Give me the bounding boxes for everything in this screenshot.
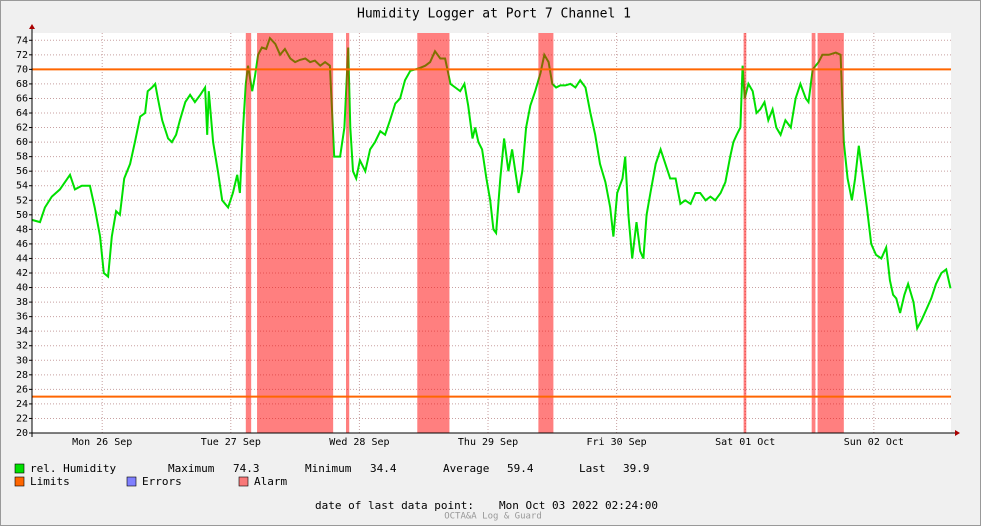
y-tick-label: 26 [16, 384, 28, 395]
alarm-band [346, 33, 350, 433]
y-tick-label: 64 [16, 108, 28, 119]
legend-swatch [14, 476, 25, 487]
chart-title: Humidity Logger at Port 7 Channel 1 [357, 7, 631, 22]
y-tick-label: 66 [16, 93, 28, 104]
y-tick-label: 68 [16, 79, 28, 90]
legend-swatch [14, 463, 25, 474]
stat-value: 39.9 [623, 462, 650, 475]
y-tick-label: 74 [16, 35, 28, 46]
stat-label: Maximum [168, 462, 215, 475]
stat-label: Minimum [305, 462, 352, 475]
last-data-point: Mon Oct 03 2022 02:24:00 [499, 499, 658, 512]
y-tick-label: 60 [16, 137, 28, 148]
y-tick-label: 46 [16, 239, 28, 250]
y-tick-label: 50 [16, 210, 28, 221]
legend-swatch [126, 476, 137, 487]
legend-label: Limits [30, 475, 70, 488]
y-tick-label: 36 [16, 312, 28, 323]
y-tick-label: 52 [16, 195, 28, 206]
y-arrow [29, 24, 35, 29]
x-tick-label: Mon 26 Sep [72, 437, 132, 448]
y-tick-label: 30 [16, 355, 28, 366]
alarm-band [817, 33, 844, 433]
x-tick-label: Sat 01 Oct [715, 437, 775, 448]
alarm-band [417, 33, 450, 433]
y-tick-label: 28 [16, 370, 28, 381]
y-tick-label: 24 [16, 399, 28, 410]
plot-area [32, 33, 951, 433]
legend-swatch [238, 476, 249, 487]
plot [29, 33, 952, 434]
legend: rel. Humidity Maximum 74.3 Minimum 34.4 Avera… [14, 462, 650, 488]
y-tick-label: 32 [16, 341, 28, 352]
alarm-band [257, 33, 334, 433]
y-tick-label: 22 [16, 413, 28, 424]
credit: OCTA&A Log & Guard [444, 512, 542, 522]
y-tick-label: 70 [16, 64, 28, 75]
y-tick-label: 62 [16, 123, 28, 134]
x-tick-label: Tue 27 Sep [201, 437, 261, 448]
stat-value: 59.4 [507, 462, 534, 475]
x-tick-label: Fri 30 Sep [587, 437, 647, 448]
alarm-band [538, 33, 554, 433]
alarm-band [743, 33, 747, 433]
y-tick-label: 20 [16, 428, 28, 439]
legend-label: Alarm [254, 475, 287, 488]
x-tick-label: Wed 28 Sep [329, 437, 389, 448]
stat-value: 34.4 [370, 462, 397, 475]
y-tick-label: 54 [16, 181, 28, 192]
data-line [31, 36, 952, 332]
y-tick-label: 40 [16, 283, 28, 294]
x-arrow [955, 430, 960, 436]
footer-label: date of last data point: [315, 499, 474, 512]
stat-label: Last [579, 462, 606, 475]
y-tick-label: 72 [16, 50, 28, 61]
y-tick-label: 44 [16, 253, 28, 264]
y-tick-label: 56 [16, 166, 28, 177]
y-tick-label: 34 [16, 326, 28, 337]
legend-label: rel. Humidity [30, 462, 116, 475]
y-tick-label: 42 [16, 268, 28, 279]
legend-label: Errors [142, 475, 182, 488]
alarm-band [245, 33, 252, 433]
stat-label: Average [443, 462, 489, 475]
y-tick-label: 48 [16, 224, 28, 235]
stat-value: 74.3 [233, 462, 260, 475]
x-tick-label: Sun 02 Oct [844, 437, 904, 448]
x-tick-label: Thu 29 Sep [458, 437, 518, 448]
y-tick-label: 58 [16, 152, 28, 163]
alarm-band [811, 33, 816, 433]
y-tick-label: 38 [16, 297, 28, 308]
